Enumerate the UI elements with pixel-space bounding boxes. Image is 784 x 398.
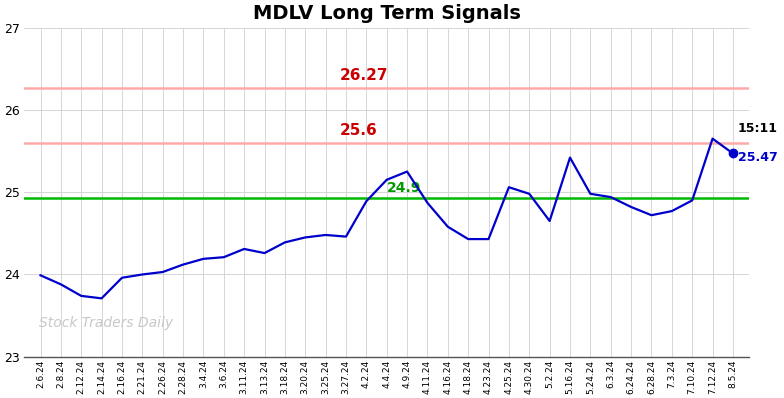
Text: Stock Traders Daily: Stock Traders Daily (38, 316, 172, 330)
Text: 15:11: 15:11 (738, 122, 778, 135)
Text: 25.6: 25.6 (340, 123, 378, 138)
Text: 26.27: 26.27 (340, 68, 388, 83)
Text: 25.47: 25.47 (738, 151, 778, 164)
Title: MDLV Long Term Signals: MDLV Long Term Signals (252, 4, 521, 23)
Text: 24.9: 24.9 (387, 181, 421, 195)
